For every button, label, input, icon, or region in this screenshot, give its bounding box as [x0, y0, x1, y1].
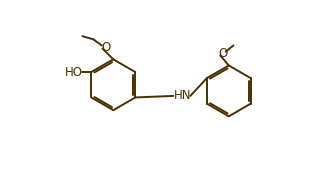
Text: O: O: [102, 40, 111, 53]
Text: O: O: [219, 47, 228, 60]
Text: HO: HO: [65, 66, 83, 78]
Text: HN: HN: [174, 89, 191, 102]
